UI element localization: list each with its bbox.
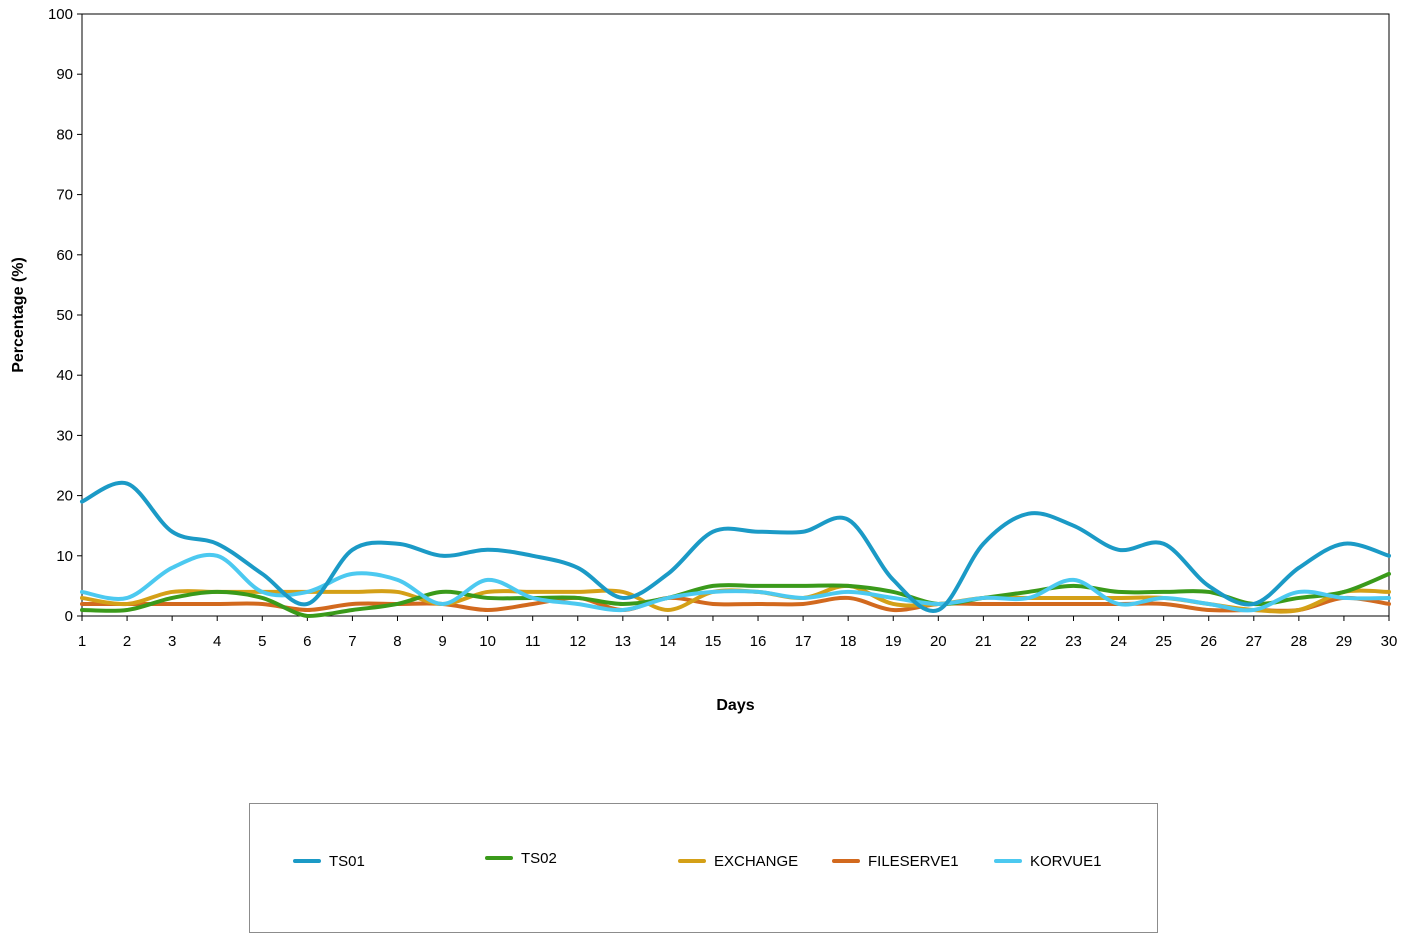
y-axis-title: Percentage (%) xyxy=(10,257,27,373)
legend-swatch-ts01 xyxy=(293,859,321,863)
x-axis-title: Days xyxy=(716,697,754,714)
x-tick-label: 30 xyxy=(1381,633,1398,650)
y-tick-label: 20 xyxy=(56,488,73,505)
x-tick-label: 19 xyxy=(885,633,902,650)
x-tick-label: 15 xyxy=(705,633,722,650)
x-tick-label: 2 xyxy=(123,633,131,650)
legend-label-ts02: TS02 xyxy=(521,849,557,867)
legend-item-ts02: TS02 xyxy=(485,848,557,868)
legend-swatch-fileserve1 xyxy=(832,859,860,863)
x-tick-label: 27 xyxy=(1245,633,1262,650)
series-line-ts01 xyxy=(80,480,1391,613)
plot-area xyxy=(81,13,1390,617)
x-tick-label: 26 xyxy=(1200,633,1217,650)
x-tick-label: 1 xyxy=(78,633,86,650)
y-tick-label: 100 xyxy=(48,6,73,23)
x-tick-label: 20 xyxy=(930,633,947,650)
x-tick-label: 16 xyxy=(750,633,767,650)
x-tick-label: 6 xyxy=(303,633,311,650)
legend: TS01 TS02 EXCHANGE FILESERVE1 KORVUE1 xyxy=(249,803,1158,933)
x-tick-label: 4 xyxy=(213,633,221,650)
x-tick-label: 12 xyxy=(569,633,586,650)
series-line-fileserve1 xyxy=(80,595,1391,613)
legend-item-korvue1: KORVUE1 xyxy=(994,851,1101,871)
y-tick-label: 40 xyxy=(56,367,73,384)
y-tick-label: 10 xyxy=(56,548,73,565)
x-tick-label: 24 xyxy=(1110,633,1127,650)
x-tick-label: 5 xyxy=(258,633,266,650)
legend-swatch-korvue1 xyxy=(994,859,1022,863)
y-tick-label: 90 xyxy=(56,66,73,83)
legend-item-exchange: EXCHANGE xyxy=(678,851,798,871)
x-tick-label: 22 xyxy=(1020,633,1037,650)
legend-item-ts01: TS01 xyxy=(293,851,365,871)
x-tick-label: 8 xyxy=(393,633,401,650)
legend-label-korvue1: KORVUE1 xyxy=(1030,852,1102,870)
series-line-korvue1 xyxy=(80,552,1391,613)
x-tick-label: 29 xyxy=(1336,633,1353,650)
y-tick-label: 80 xyxy=(56,126,73,143)
x-tick-label: 18 xyxy=(840,633,857,650)
x-tick-label: 23 xyxy=(1065,633,1082,650)
legend-swatch-exchange xyxy=(678,859,706,863)
x-tick-label: 3 xyxy=(168,633,176,650)
y-tick-label: 60 xyxy=(56,247,73,264)
x-axis: 1 2 3 4 5 6 7 8 9 10 11 12 13 14 15 16 17 18 19 20 21 22 23 24 2… xyxy=(78,616,1398,650)
legend-item-fileserve1: FILESERVE1 xyxy=(832,851,959,871)
x-tick-label: 10 xyxy=(479,633,496,650)
series-line-ts02 xyxy=(80,571,1391,618)
legend-swatch-ts02 xyxy=(485,856,513,860)
x-tick-label: 21 xyxy=(975,633,992,650)
x-tick-label: 17 xyxy=(795,633,812,650)
series-lines xyxy=(80,480,1391,618)
x-tick-label: 11 xyxy=(525,633,541,650)
y-tick-label: 50 xyxy=(56,307,73,324)
x-tick-label: 25 xyxy=(1155,633,1172,650)
y-axis: 0 10 20 30 40 50 60 70 80 90 100 xyxy=(48,6,82,625)
y-tick-label: 0 xyxy=(65,608,73,625)
x-tick-label: 14 xyxy=(660,633,677,650)
x-tick-label: 9 xyxy=(438,633,446,650)
x-tick-label: 13 xyxy=(614,633,631,650)
legend-label-exchange: EXCHANGE xyxy=(714,852,799,870)
x-tick-label: 28 xyxy=(1291,633,1308,650)
legend-label-ts01: TS01 xyxy=(329,852,365,870)
y-tick-label: 30 xyxy=(56,427,73,444)
legend-label-fileserve1: FILESERVE1 xyxy=(868,852,959,870)
x-tick-label: 7 xyxy=(348,633,356,650)
y-tick-label: 70 xyxy=(56,187,73,204)
